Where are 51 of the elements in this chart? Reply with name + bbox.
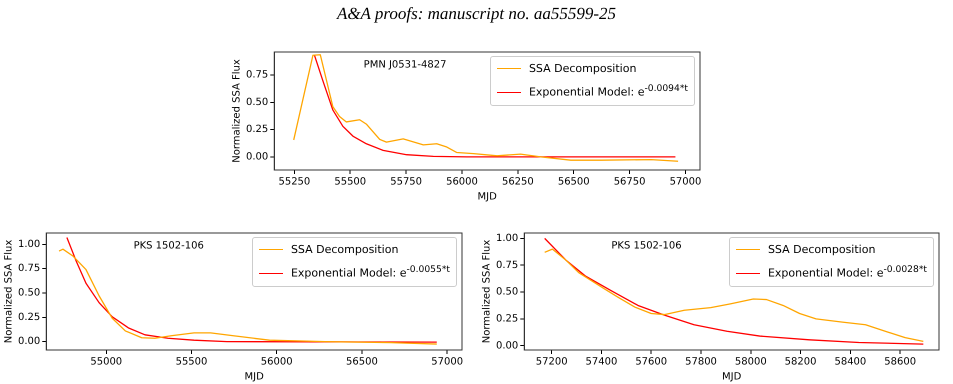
- legend-label: SSA Decomposition: [766, 242, 876, 258]
- y-tick-label: 0.00: [18, 336, 40, 348]
- x-axis-title: MJD: [477, 192, 498, 203]
- legend-label: Exponential Model: e$^{-0.0055*t}$: [290, 263, 450, 282]
- y-axis-title: Normalized SSA Flux: [482, 240, 493, 344]
- x-tick-label: 57000: [670, 176, 702, 188]
- x-tick-label: 58200: [784, 356, 816, 368]
- x-tick-label: 57600: [635, 356, 668, 368]
- y-tick-label: 1.00: [496, 232, 518, 244]
- y-tick-label: 0.25: [246, 124, 268, 136]
- legend-label: SSA Decomposition: [290, 242, 400, 258]
- x-tick-label: 56250: [502, 176, 534, 188]
- x-tick-label: 55000: [90, 356, 122, 368]
- y-tick-label: 0.75: [246, 70, 268, 81]
- x-tick-label: 57000: [431, 356, 464, 368]
- x-tick-label: 57800: [685, 356, 717, 368]
- y-tick-label: 0.75: [18, 263, 40, 274]
- x-tick-label: 58600: [884, 356, 916, 368]
- y-tick-label: 0.50: [246, 96, 268, 108]
- x-tick-label: 56750: [614, 176, 646, 188]
- x-tick-label: 58400: [834, 356, 866, 368]
- annotation: PMN J0531-4827: [364, 60, 446, 71]
- x-axis-title: MJD: [722, 372, 742, 383]
- x-tick-label: 55250: [278, 176, 310, 188]
- x-tick-label: 55500: [176, 356, 208, 368]
- x-tick-label: 57400: [586, 356, 618, 368]
- legend-label: Exponential Model: e$^{-0.0028*t}$: [766, 263, 927, 282]
- annotation: PKS 1502-106: [611, 240, 682, 252]
- y-tick-label: 0.00: [496, 340, 518, 352]
- x-tick-label: 56000: [260, 356, 293, 368]
- x-tick-label: 56500: [346, 356, 378, 368]
- annotation: PKS 1502-106: [134, 240, 204, 252]
- y-tick-label: 1.00: [18, 238, 40, 250]
- y-axis-title: Normalized SSA Flux: [4, 240, 15, 344]
- x-axis-title: MJD: [244, 372, 264, 383]
- x-tick-label: 56000: [446, 176, 478, 188]
- y-tick-label: 0.25: [496, 313, 518, 324]
- y-tick-label: 0.00: [246, 151, 268, 162]
- y-tick-label: 0.50: [18, 288, 40, 299]
- y-axis-title: Normalized SSA Flux: [232, 59, 243, 163]
- x-tick-label: 55750: [390, 176, 422, 188]
- legend-label: Exponential Model: e$^{-0.0094*t}$: [528, 82, 688, 101]
- x-tick-label: 56500: [558, 176, 590, 188]
- x-tick-label: 57200: [536, 356, 568, 368]
- y-tick-label: 0.25: [18, 312, 40, 323]
- x-tick-label: 55500: [334, 176, 366, 188]
- x-tick-label: 58000: [734, 356, 767, 368]
- chart-title: A&A proofs: manuscript no. aa55599-25: [335, 4, 618, 24]
- legend-label: SSA Decomposition: [528, 61, 638, 77]
- y-tick-label: 0.75: [496, 260, 518, 271]
- y-tick-label: 0.50: [496, 286, 518, 298]
